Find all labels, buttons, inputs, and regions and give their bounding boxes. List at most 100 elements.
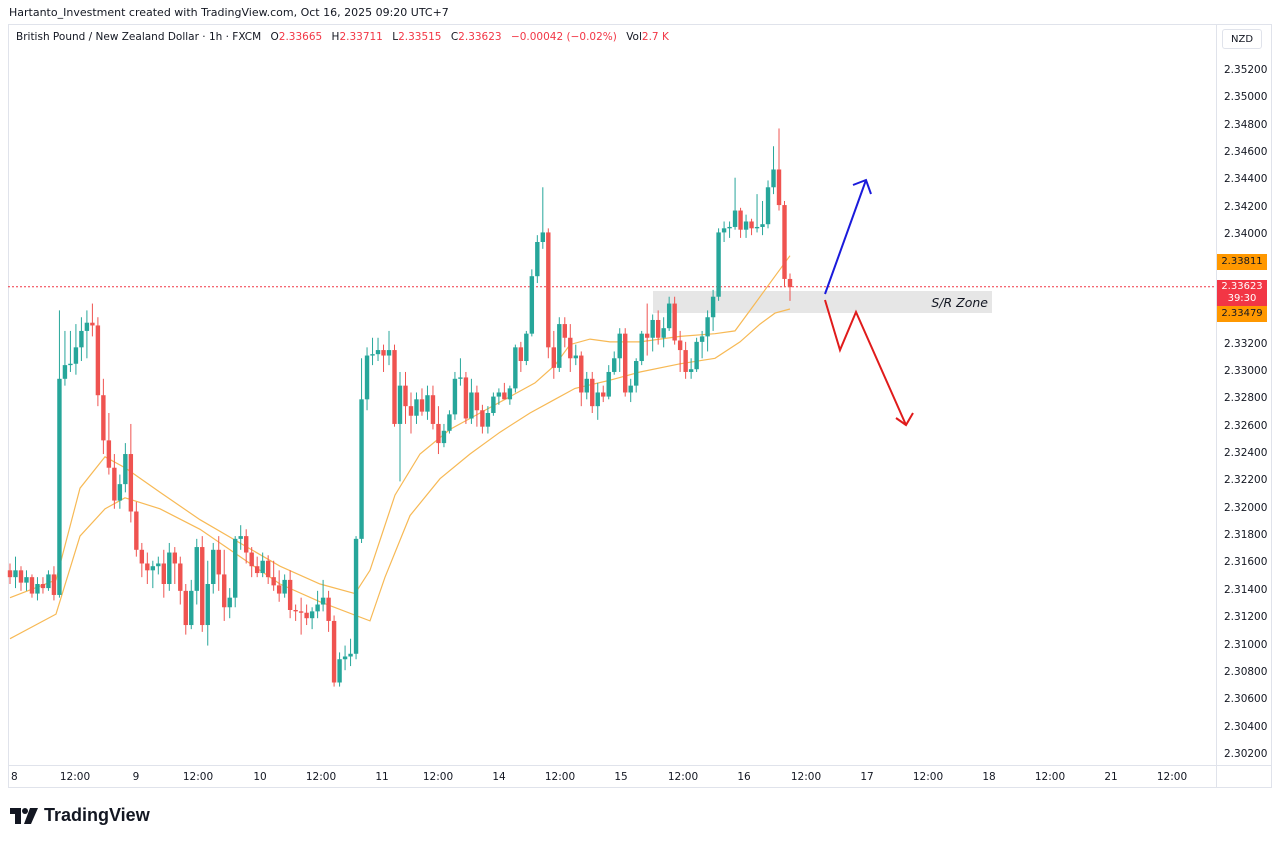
candle	[705, 310, 710, 352]
price-tick-label: 2.35200	[1224, 64, 1268, 76]
time-tick-label: 12:00	[667, 771, 699, 783]
candle	[469, 378, 474, 424]
time-tick-label: 10	[253, 771, 267, 783]
candle	[606, 365, 611, 400]
candle	[276, 570, 282, 602]
candle	[222, 549, 227, 621]
bullish-arrow[interactable]	[824, 179, 867, 295]
candle	[35, 577, 40, 601]
price-chart[interactable]: S/R Zone	[0, 0, 1216, 765]
price-tick-label: 2.35000	[1224, 91, 1268, 104]
low-label: L	[392, 31, 399, 43]
candle	[496, 388, 502, 405]
candle	[57, 310, 62, 598]
close-label: C	[450, 31, 459, 43]
time-tick-label: 8	[11, 771, 18, 783]
candle	[13, 556, 18, 589]
candle	[145, 552, 150, 584]
ma-lower-price-tag: 2.33479	[1217, 306, 1267, 322]
candle	[287, 570, 293, 619]
candle	[282, 574, 287, 598]
candle	[568, 324, 573, 372]
tradingview-logo[interactable]: TradingView	[10, 805, 150, 826]
candle	[79, 317, 84, 362]
candle	[200, 536, 205, 632]
candle	[540, 187, 546, 249]
open-label: O	[270, 31, 279, 43]
time-tick-label: 14	[492, 771, 506, 783]
symbol-name[interactable]: British Pound / New Zealand Dollar · 1h …	[16, 31, 262, 43]
change-value: −0.00042 (−0.02%)	[510, 31, 617, 43]
candle	[414, 392, 419, 424]
candle	[551, 330, 557, 379]
candle	[557, 317, 562, 372]
price-tick-label: 2.33200	[1224, 337, 1268, 350]
candle	[95, 317, 101, 407]
candle	[233, 536, 238, 608]
candle	[485, 406, 491, 434]
candle	[7, 563, 13, 584]
candle	[633, 358, 639, 393]
candle	[584, 371, 589, 400]
candle	[430, 385, 436, 430]
candle	[749, 218, 754, 236]
candle	[342, 645, 348, 671]
candle	[24, 570, 29, 591]
candle	[265, 555, 271, 584]
candle	[364, 347, 370, 411]
candle	[573, 344, 578, 366]
sr-zone-label: S/R Zone	[931, 295, 988, 310]
close-value: 2.33623	[458, 31, 502, 43]
time-tick-label: 12:00	[912, 771, 944, 783]
candle	[688, 358, 694, 379]
candle	[612, 351, 617, 375]
tradingview-logo-icon	[10, 807, 38, 824]
candle	[721, 221, 727, 242]
candle	[46, 570, 51, 591]
candle	[326, 590, 331, 632]
candle	[579, 351, 584, 407]
candle	[617, 328, 622, 372]
candle	[238, 525, 243, 550]
candle	[672, 296, 677, 345]
candles	[7, 128, 793, 687]
candle	[194, 538, 199, 605]
volume-value: 2.7 K	[641, 31, 669, 43]
candle	[743, 214, 749, 238]
candle	[139, 542, 145, 578]
candle	[216, 536, 221, 591]
tradingview-logo-text: TradingView	[44, 805, 150, 825]
price-tick-label: 2.34400	[1224, 173, 1268, 186]
candle	[337, 652, 342, 687]
price-tick-label: 2.30200	[1224, 748, 1268, 760]
time-tick-label: 11	[375, 771, 389, 783]
candle	[243, 529, 249, 564]
candle	[408, 392, 414, 434]
candle	[529, 269, 535, 337]
candle	[84, 310, 90, 359]
price-tick-label: 2.33000	[1224, 364, 1268, 377]
candle	[167, 542, 172, 591]
chart-frame	[8, 24, 1272, 788]
open-value: 2.33665	[278, 31, 323, 43]
candle	[535, 235, 540, 284]
price-tick-label: 2.32200	[1224, 474, 1268, 487]
projection-arrows[interactable]	[824, 178, 914, 427]
sr-zone[interactable]: S/R Zone	[653, 291, 992, 313]
candle	[353, 536, 359, 660]
price-tick-label: 2.30400	[1224, 720, 1268, 733]
sr-zone-rect[interactable]	[653, 291, 992, 313]
candle	[595, 382, 600, 420]
candle	[260, 552, 265, 578]
candle	[639, 330, 644, 366]
candle	[760, 200, 765, 236]
candle	[18, 566, 24, 591]
candle	[304, 604, 309, 626]
bearish-arrowhead-icon	[895, 412, 914, 427]
time-tick-label: 18	[982, 771, 996, 783]
bearish-arrow[interactable]	[824, 299, 907, 426]
candle	[655, 310, 661, 345]
candle	[677, 330, 683, 372]
currency-button[interactable]: NZD	[1222, 29, 1262, 49]
candle	[562, 317, 567, 348]
